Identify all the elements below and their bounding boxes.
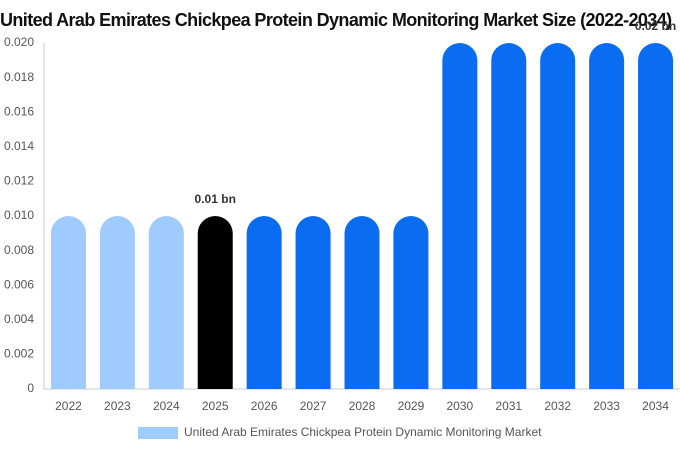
x-tick-label: 2029 [398, 399, 425, 413]
bar [344, 216, 380, 389]
x-tick-label: 2032 [544, 399, 571, 413]
bar [148, 216, 184, 389]
y-tick-label: 0.014 [4, 139, 34, 153]
legend-label: United Arab Emirates Chickpea Protein Dy… [184, 425, 542, 439]
y-tick-label: 0.006 [4, 277, 34, 291]
bar [589, 43, 625, 389]
x-tick-label: 2027 [300, 399, 327, 413]
bar [50, 216, 86, 389]
x-tick-label: 2030 [446, 399, 473, 413]
x-tick-label: 2031 [495, 399, 522, 413]
x-tick-label: 2023 [104, 399, 131, 413]
bar [99, 216, 135, 389]
y-tick-label: 0.002 [4, 347, 34, 361]
y-tick-label: 0.004 [4, 312, 34, 326]
x-tick-label: 2028 [349, 399, 376, 413]
bar [540, 43, 576, 389]
value-label: 0.01 bn [195, 192, 236, 206]
y-tick-label: 0 [27, 381, 34, 395]
bar [491, 43, 527, 389]
x-tick-label: 2033 [593, 399, 620, 413]
bar [295, 216, 331, 389]
x-tick-label: 2024 [153, 399, 180, 413]
y-tick-label: 0.008 [4, 243, 34, 257]
bar [442, 43, 478, 389]
bar [246, 216, 282, 389]
x-tick-label: 2022 [55, 399, 82, 413]
y-tick-label: 0.012 [4, 174, 34, 188]
bar [393, 216, 429, 389]
y-tick-label: 0.020 [4, 35, 34, 49]
y-tick-label: 0.010 [4, 208, 34, 222]
x-tick-label: 2025 [202, 399, 229, 413]
y-tick-label: 0.018 [4, 70, 34, 84]
y-tick-label: 0.016 [4, 104, 34, 118]
value-label: 0.02 bn [635, 19, 676, 33]
x-tick-label: 2026 [251, 399, 278, 413]
bar [638, 43, 674, 389]
x-tick-label: 2034 [642, 399, 669, 413]
bar [197, 216, 233, 389]
chart-title: United Arab Emirates Chickpea Protein Dy… [0, 10, 672, 30]
legend-swatch [138, 427, 178, 439]
